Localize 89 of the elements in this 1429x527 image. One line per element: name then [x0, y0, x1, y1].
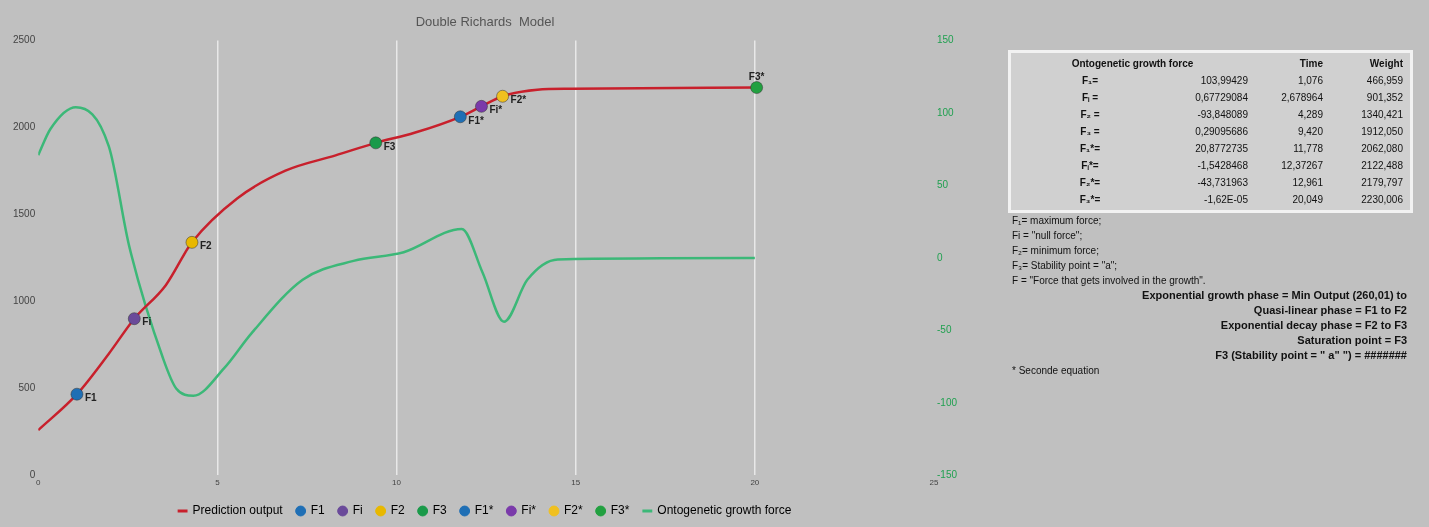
x-tick-label: 15 — [571, 478, 581, 488]
text: -1,5428468 — [1196, 159, 1249, 173]
text: F₃= Stability point = "a"; — [1011, 259, 1119, 273]
point — [496, 90, 509, 103]
point — [369, 136, 383, 150]
point — [454, 110, 467, 124]
y-tick-label: 2500 — [13, 34, 36, 46]
text: 1,076 — [1296, 74, 1324, 88]
x-tick-label: 20 — [750, 478, 760, 488]
text: 1912,050 — [1360, 125, 1404, 139]
legend-label: F1 — [310, 503, 325, 518]
y2-tick-label: 100 — [936, 106, 955, 118]
text: Time — [1298, 57, 1324, 71]
text: F2* — [510, 94, 527, 105]
text: Fi* — [489, 104, 503, 116]
x-tick-label: 25 — [929, 478, 939, 488]
point — [750, 81, 763, 94]
text: 2,678964 — [1280, 91, 1324, 105]
x-tick-label: 10 — [392, 478, 402, 488]
y2-tick-label: -100 — [936, 396, 958, 408]
text: F = "Force that gets involved in the growth". — [1011, 274, 1207, 288]
text: Exponential decay phase = F2 to F3 — [1219, 318, 1408, 333]
text: Saturation point = F3 — [1296, 333, 1408, 348]
text: 9,420 — [1296, 125, 1324, 139]
y2-tick-label: -50 — [936, 324, 952, 336]
text: 103,99429 — [1199, 74, 1249, 88]
legend-label: F2* — [563, 503, 583, 518]
text: 20,8772735 — [1194, 142, 1249, 156]
text: F1 — [84, 391, 97, 403]
legend-label: Fi — [352, 503, 363, 518]
y-tick-label: 1500 — [13, 208, 36, 220]
text: Quasi-linear phase = F1 to F2 — [1252, 303, 1408, 318]
text: Ontogenetic growth force — [1070, 57, 1195, 71]
y2-tick-label: 50 — [936, 179, 949, 191]
text: F3* — [748, 71, 765, 83]
legend-label: Fi* — [521, 503, 537, 518]
legend-label: Ontogenetic growth force — [657, 503, 792, 518]
text: F3 (Stability point = " a" ") = ####### — [1214, 348, 1408, 363]
text: 12,961 — [1291, 176, 1324, 190]
text: 1340,421 — [1360, 108, 1404, 122]
text: F₁*= — [1079, 142, 1101, 156]
chart-title: Double Richards Model — [415, 14, 555, 30]
legend-label: F1* — [474, 503, 494, 518]
text: F1* — [468, 114, 484, 126]
text: 2062,080 — [1360, 142, 1404, 156]
text: F₂*= — [1078, 176, 1102, 190]
text: 4,289 — [1296, 108, 1324, 122]
text: 0,67729084 — [1194, 91, 1249, 105]
text: 466,959 — [1365, 74, 1404, 88]
text: F₁= — [1080, 74, 1100, 88]
point — [185, 236, 199, 249]
text: F3 — [383, 140, 396, 152]
y-tick-label: 500 — [18, 382, 36, 394]
legend-label: Prediction output — [192, 503, 284, 518]
text: Fᵢ = — [1080, 91, 1100, 105]
text: F₁= maximum force; — [1011, 214, 1103, 228]
y2-tick-label: 150 — [936, 34, 955, 46]
y-tick-label: 2000 — [13, 121, 36, 133]
text: 11,778 — [1292, 142, 1324, 156]
text: 2230,006 — [1360, 193, 1404, 207]
text: 20,049 — [1291, 193, 1324, 207]
text: F₃*= — [1078, 193, 1102, 207]
legend-label: F3 — [432, 503, 447, 518]
y2-tick-label: 0 — [936, 251, 943, 263]
text: 0,29095686 — [1194, 125, 1249, 139]
text: Exponential growth phase = Min Output (260,01) to — [1141, 288, 1408, 303]
legend-label: F2 — [390, 503, 405, 518]
y2-tick-label: -150 — [936, 469, 958, 481]
text: 12,37267 — [1280, 159, 1324, 173]
point — [128, 312, 141, 325]
text: Fi = "null force"; — [1011, 229, 1084, 243]
point — [475, 100, 488, 113]
text: 2179,797 — [1360, 176, 1404, 190]
legend-label: F3* — [610, 503, 630, 518]
text: -93,848089 — [1196, 108, 1249, 122]
text: Weight — [1368, 57, 1404, 71]
text: * Seconde equation — [1011, 364, 1101, 378]
x-tick-label: 5 — [215, 478, 221, 488]
text: F₂ = — [1079, 108, 1101, 122]
text: -1,62E-05 — [1203, 193, 1249, 207]
text: -43,731963 — [1196, 176, 1249, 190]
y-tick-label: 1000 — [13, 295, 36, 307]
text: F₃ = — [1079, 125, 1101, 139]
text: 2122,488 — [1360, 159, 1404, 173]
point — [70, 387, 84, 401]
text: F2 — [199, 240, 212, 252]
text: F₂= minimum force; — [1011, 244, 1100, 258]
text: Fᵢ*= — [1080, 159, 1100, 173]
text: 901,352 — [1365, 91, 1404, 105]
